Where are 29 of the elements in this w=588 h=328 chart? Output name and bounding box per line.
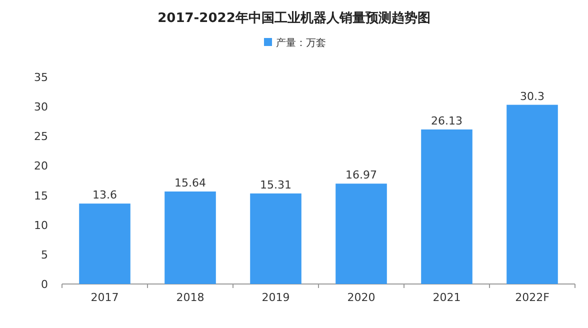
y-tick-label: 30 xyxy=(34,100,48,114)
data-label: 16.97 xyxy=(346,168,377,182)
data-label: 26.13 xyxy=(431,114,462,128)
y-tick-label: 25 xyxy=(34,130,48,144)
bar xyxy=(250,193,302,284)
bar xyxy=(421,129,472,284)
y-tick-label: 0 xyxy=(41,278,48,291)
x-tick-label: 2018 xyxy=(176,291,204,304)
bar xyxy=(164,192,216,284)
data-label: 15.31 xyxy=(260,178,292,192)
bar xyxy=(79,204,130,284)
legend-label: 产量：万套 xyxy=(276,37,326,49)
bar xyxy=(336,184,387,284)
bar xyxy=(506,104,558,284)
x-tick-label: 2021 xyxy=(432,291,461,304)
legend: 产量：万套 xyxy=(264,38,326,49)
data-label: 13.6 xyxy=(92,188,117,202)
y-tick-label: 20 xyxy=(34,160,48,173)
chart-title: 2017-2022年中国工业机器人销量预测趋势图 xyxy=(158,10,430,26)
x-tick-label: 2020 xyxy=(347,291,376,304)
data-label: 30.3 xyxy=(520,90,544,103)
y-tick-label: 10 xyxy=(34,218,48,232)
y-tick-label: 5 xyxy=(41,248,48,262)
y-tick-label: 35 xyxy=(34,71,48,84)
x-tick-label: 2022F xyxy=(515,291,550,304)
y-tick-label: 15 xyxy=(34,189,48,202)
data-label: 15.64 xyxy=(174,176,206,190)
x-tick-label: 2017 xyxy=(90,291,119,304)
x-tick-label: 2019 xyxy=(262,291,290,304)
